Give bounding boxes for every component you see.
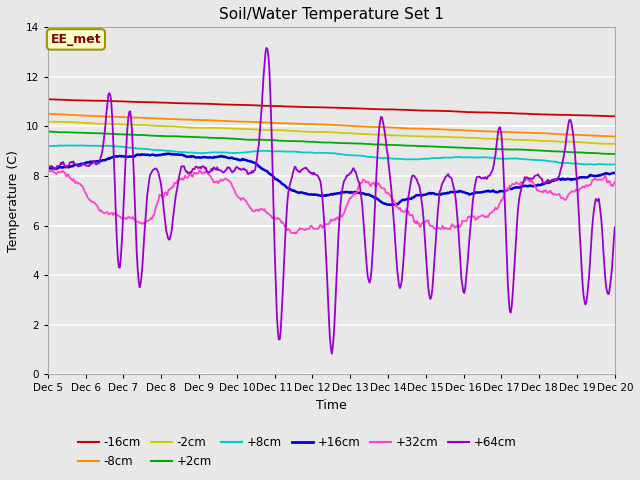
+64cm <box>144 185 152 191</box>
-2cm <box>44 119 52 124</box>
+16cm <box>424 191 432 196</box>
+64cm <box>473 175 481 180</box>
+16cm <box>473 190 481 195</box>
+64cm <box>262 45 270 51</box>
-2cm <box>471 135 479 141</box>
+32cm <box>44 168 52 174</box>
+2cm <box>144 132 152 138</box>
-8cm <box>44 111 52 117</box>
Line: +8cm: +8cm <box>48 145 615 165</box>
Line: -8cm: -8cm <box>48 114 615 136</box>
+32cm <box>292 231 300 237</box>
+16cm <box>191 154 198 160</box>
-8cm <box>189 117 197 123</box>
Line: +32cm: +32cm <box>48 170 615 234</box>
-16cm <box>471 109 479 115</box>
+16cm <box>44 166 52 171</box>
+64cm <box>424 285 432 291</box>
-16cm <box>378 107 386 112</box>
+16cm <box>379 200 387 206</box>
+8cm <box>145 146 153 152</box>
+64cm <box>611 225 619 230</box>
+64cm <box>380 123 388 129</box>
+2cm <box>300 139 308 144</box>
+64cm <box>189 166 197 172</box>
+32cm <box>380 186 388 192</box>
+2cm <box>378 142 386 147</box>
-8cm <box>610 133 618 139</box>
-2cm <box>611 141 619 147</box>
+32cm <box>302 226 310 232</box>
+32cm <box>473 216 481 221</box>
+32cm <box>45 167 52 173</box>
-2cm <box>378 132 386 137</box>
+8cm <box>606 162 614 168</box>
Text: EE_met: EE_met <box>51 33 101 46</box>
+8cm <box>379 156 387 161</box>
+8cm <box>611 161 619 167</box>
-16cm <box>189 101 197 107</box>
-8cm <box>300 121 308 127</box>
+8cm <box>424 156 431 162</box>
-8cm <box>611 133 619 139</box>
+2cm <box>44 129 52 134</box>
+2cm <box>422 144 430 149</box>
-8cm <box>378 124 386 130</box>
+2cm <box>611 151 619 157</box>
-16cm <box>422 108 430 113</box>
+16cm <box>164 151 172 156</box>
-16cm <box>44 96 52 102</box>
+8cm <box>472 155 479 160</box>
+64cm <box>328 351 335 357</box>
+16cm <box>144 152 152 158</box>
+16cm <box>387 202 394 208</box>
+8cm <box>301 149 309 155</box>
Title: Soil/Water Temperature Set 1: Soil/Water Temperature Set 1 <box>219 7 444 22</box>
Line: +64cm: +64cm <box>48 48 615 354</box>
+8cm <box>44 144 52 149</box>
+2cm <box>471 145 479 151</box>
+32cm <box>611 179 619 185</box>
-16cm <box>144 99 152 105</box>
-2cm <box>189 125 197 131</box>
+2cm <box>189 134 197 140</box>
-2cm <box>422 134 430 140</box>
Line: -2cm: -2cm <box>48 121 615 144</box>
Legend: -16cm, -8cm, -2cm, +2cm, +8cm, +16cm, +32cm, +64cm: -16cm, -8cm, -2cm, +2cm, +8cm, +16cm, +3… <box>73 432 522 473</box>
+16cm <box>301 191 309 196</box>
+32cm <box>191 170 198 176</box>
+64cm <box>301 165 309 171</box>
-8cm <box>471 128 479 134</box>
Line: -16cm: -16cm <box>48 99 615 116</box>
-2cm <box>144 122 152 128</box>
+32cm <box>424 217 432 223</box>
Y-axis label: Temperature (C): Temperature (C) <box>7 150 20 252</box>
-16cm <box>300 104 308 110</box>
Line: +2cm: +2cm <box>48 132 615 154</box>
X-axis label: Time: Time <box>316 399 347 412</box>
+16cm <box>611 170 619 176</box>
+8cm <box>77 143 84 148</box>
+64cm <box>44 163 52 168</box>
+32cm <box>145 217 153 223</box>
-8cm <box>144 115 152 121</box>
-8cm <box>422 126 430 132</box>
-2cm <box>300 129 308 134</box>
+8cm <box>191 150 198 156</box>
-16cm <box>611 113 619 119</box>
Line: +16cm: +16cm <box>48 154 615 205</box>
